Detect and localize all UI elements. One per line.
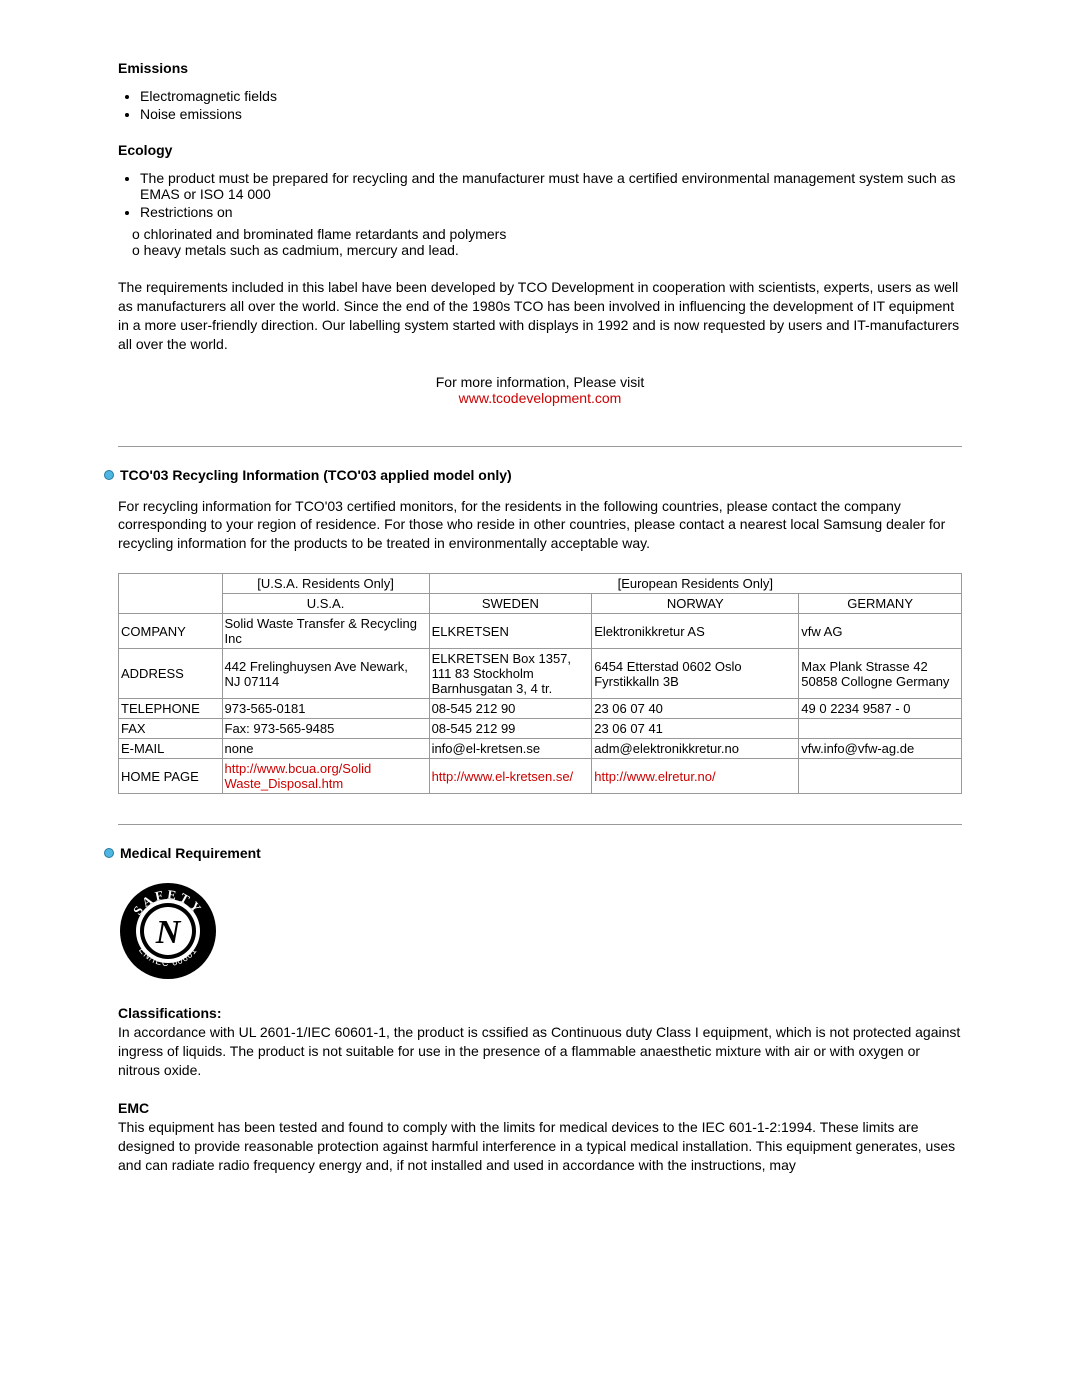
table-header-usa: U.S.A. xyxy=(222,594,429,614)
medical-heading-row: Medical Requirement xyxy=(104,845,962,861)
seal-center-text: N xyxy=(155,914,182,951)
cell-usa-company: Solid Waste Transfer & Recycling Inc xyxy=(222,614,429,649)
table-header-norway: NORWAY xyxy=(592,594,799,614)
emissions-list: Electromagnetic fields Noise emissions xyxy=(118,88,962,122)
emc-heading: EMC xyxy=(118,1100,962,1116)
cell-usa-homepage: http://www.bcua.org/Solid Waste_Disposal… xyxy=(222,759,429,794)
cell-norway-email: adm@elektronikkretur.no xyxy=(592,739,799,759)
ecology-item: The product must be prepared for recycli… xyxy=(140,170,962,202)
ecology-subitem: o chlorinated and brominated flame retar… xyxy=(132,226,962,242)
cell-sweden-homepage: http://www.el-kretsen.se/ xyxy=(429,759,592,794)
cell-germany-telephone: 49 0 2234 9587 - 0 xyxy=(799,699,962,719)
emissions-heading: Emissions xyxy=(118,60,962,76)
cell-usa-fax: Fax: 973-565-9485 xyxy=(222,719,429,739)
ecology-item: Restrictions on xyxy=(140,204,962,220)
cell-sweden-email: info@el-kretsen.se xyxy=(429,739,592,759)
table-row: ADDRESS 442 Frelinghuysen Ave Newark, NJ… xyxy=(119,649,962,699)
cell-usa-address: 442 Frelinghuysen Ave Newark, NJ 07114 xyxy=(222,649,429,699)
table-row: FAX Fax: 973-565-9485 08-545 212 99 23 0… xyxy=(119,719,962,739)
cell-sweden-address: ELKRETSEN Box 1357, 111 83 Stockholm Bar… xyxy=(429,649,592,699)
cell-germany-company: vfw AG xyxy=(799,614,962,649)
emc-text: This equipment has been tested and found… xyxy=(118,1118,962,1175)
sweden-homepage-link[interactable]: http://www.el-kretsen.se/ xyxy=(432,769,574,784)
table-header-usa-only: [U.S.A. Residents Only] xyxy=(222,574,429,594)
more-info-text: For more information, Please visit xyxy=(436,374,645,390)
cell-norway-telephone: 23 06 07 40 xyxy=(592,699,799,719)
section-divider xyxy=(118,446,962,447)
row-label-homepage: HOME PAGE xyxy=(119,759,223,794)
cell-usa-telephone: 973-565-0181 xyxy=(222,699,429,719)
bullet-icon xyxy=(104,470,114,480)
table-row: HOME PAGE http://www.bcua.org/Solid Wast… xyxy=(119,759,962,794)
row-label-fax: FAX xyxy=(119,719,223,739)
bullet-icon xyxy=(104,848,114,858)
cell-norway-homepage: http://www.elretur.no/ xyxy=(592,759,799,794)
cell-usa-email: none xyxy=(222,739,429,759)
table-row: E-MAIL none info@el-kretsen.se adm@elekt… xyxy=(119,739,962,759)
table-header-eu-only: [European Residents Only] xyxy=(429,574,961,594)
usa-homepage-link[interactable]: http://www.bcua.org/Solid Waste_Disposal… xyxy=(225,761,372,791)
cell-sweden-telephone: 08-545 212 90 xyxy=(429,699,592,719)
ecology-list: The product must be prepared for recycli… xyxy=(118,170,962,220)
ecology-subitem: o heavy metals such as cadmium, mercury … xyxy=(132,242,962,258)
classifications-heading: Classifications: xyxy=(118,1005,962,1021)
recycling-table: [U.S.A. Residents Only] [European Reside… xyxy=(118,573,962,794)
table-row: [U.S.A. Residents Only] [European Reside… xyxy=(119,574,962,594)
tco-link[interactable]: www.tcodevelopment.com xyxy=(459,390,622,406)
cell-norway-company: Elektronikkretur AS xyxy=(592,614,799,649)
classifications-text: In accordance with UL 2601-1/IEC 60601-1… xyxy=(118,1023,962,1080)
row-label-telephone: TELEPHONE xyxy=(119,699,223,719)
section-divider xyxy=(118,824,962,825)
cell-germany-address: Max Plank Strasse 42 50858 Collogne Germ… xyxy=(799,649,962,699)
more-info-block: For more information, Please visit www.t… xyxy=(118,374,962,406)
cell-sweden-fax: 08-545 212 99 xyxy=(429,719,592,739)
table-cell-empty xyxy=(119,574,223,614)
safety-seal-icon: SAFETY EN/IEC 60601 N xyxy=(118,881,218,981)
cell-germany-homepage xyxy=(799,759,962,794)
table-row: U.S.A. SWEDEN NORWAY GERMANY xyxy=(119,594,962,614)
medical-title: Medical Requirement xyxy=(120,845,261,861)
cell-norway-address: 6454 Etterstad 0602 Oslo Fyrstikkalln 3B xyxy=(592,649,799,699)
recycling-intro: For recycling information for TCO'03 cer… xyxy=(118,497,962,554)
recycling-heading-row: TCO'03 Recycling Information (TCO'03 app… xyxy=(104,467,962,483)
norway-homepage-link[interactable]: http://www.elretur.no/ xyxy=(594,769,715,784)
recycling-title: TCO'03 Recycling Information (TCO'03 app… xyxy=(120,467,512,483)
emissions-item: Noise emissions xyxy=(140,106,962,122)
cell-germany-fax xyxy=(799,719,962,739)
ecology-paragraph: The requirements included in this label … xyxy=(118,278,962,354)
table-row: TELEPHONE 973-565-0181 08-545 212 90 23 … xyxy=(119,699,962,719)
table-row: COMPANY Solid Waste Transfer & Recycling… xyxy=(119,614,962,649)
cell-germany-email: vfw.info@vfw-ag.de xyxy=(799,739,962,759)
emissions-item: Electromagnetic fields xyxy=(140,88,962,104)
table-header-germany: GERMANY xyxy=(799,594,962,614)
cell-sweden-company: ELKRETSEN xyxy=(429,614,592,649)
ecology-heading: Ecology xyxy=(118,142,962,158)
table-header-sweden: SWEDEN xyxy=(429,594,592,614)
cell-norway-fax: 23 06 07 41 xyxy=(592,719,799,739)
row-label-address: ADDRESS xyxy=(119,649,223,699)
row-label-company: COMPANY xyxy=(119,614,223,649)
row-label-email: E-MAIL xyxy=(119,739,223,759)
